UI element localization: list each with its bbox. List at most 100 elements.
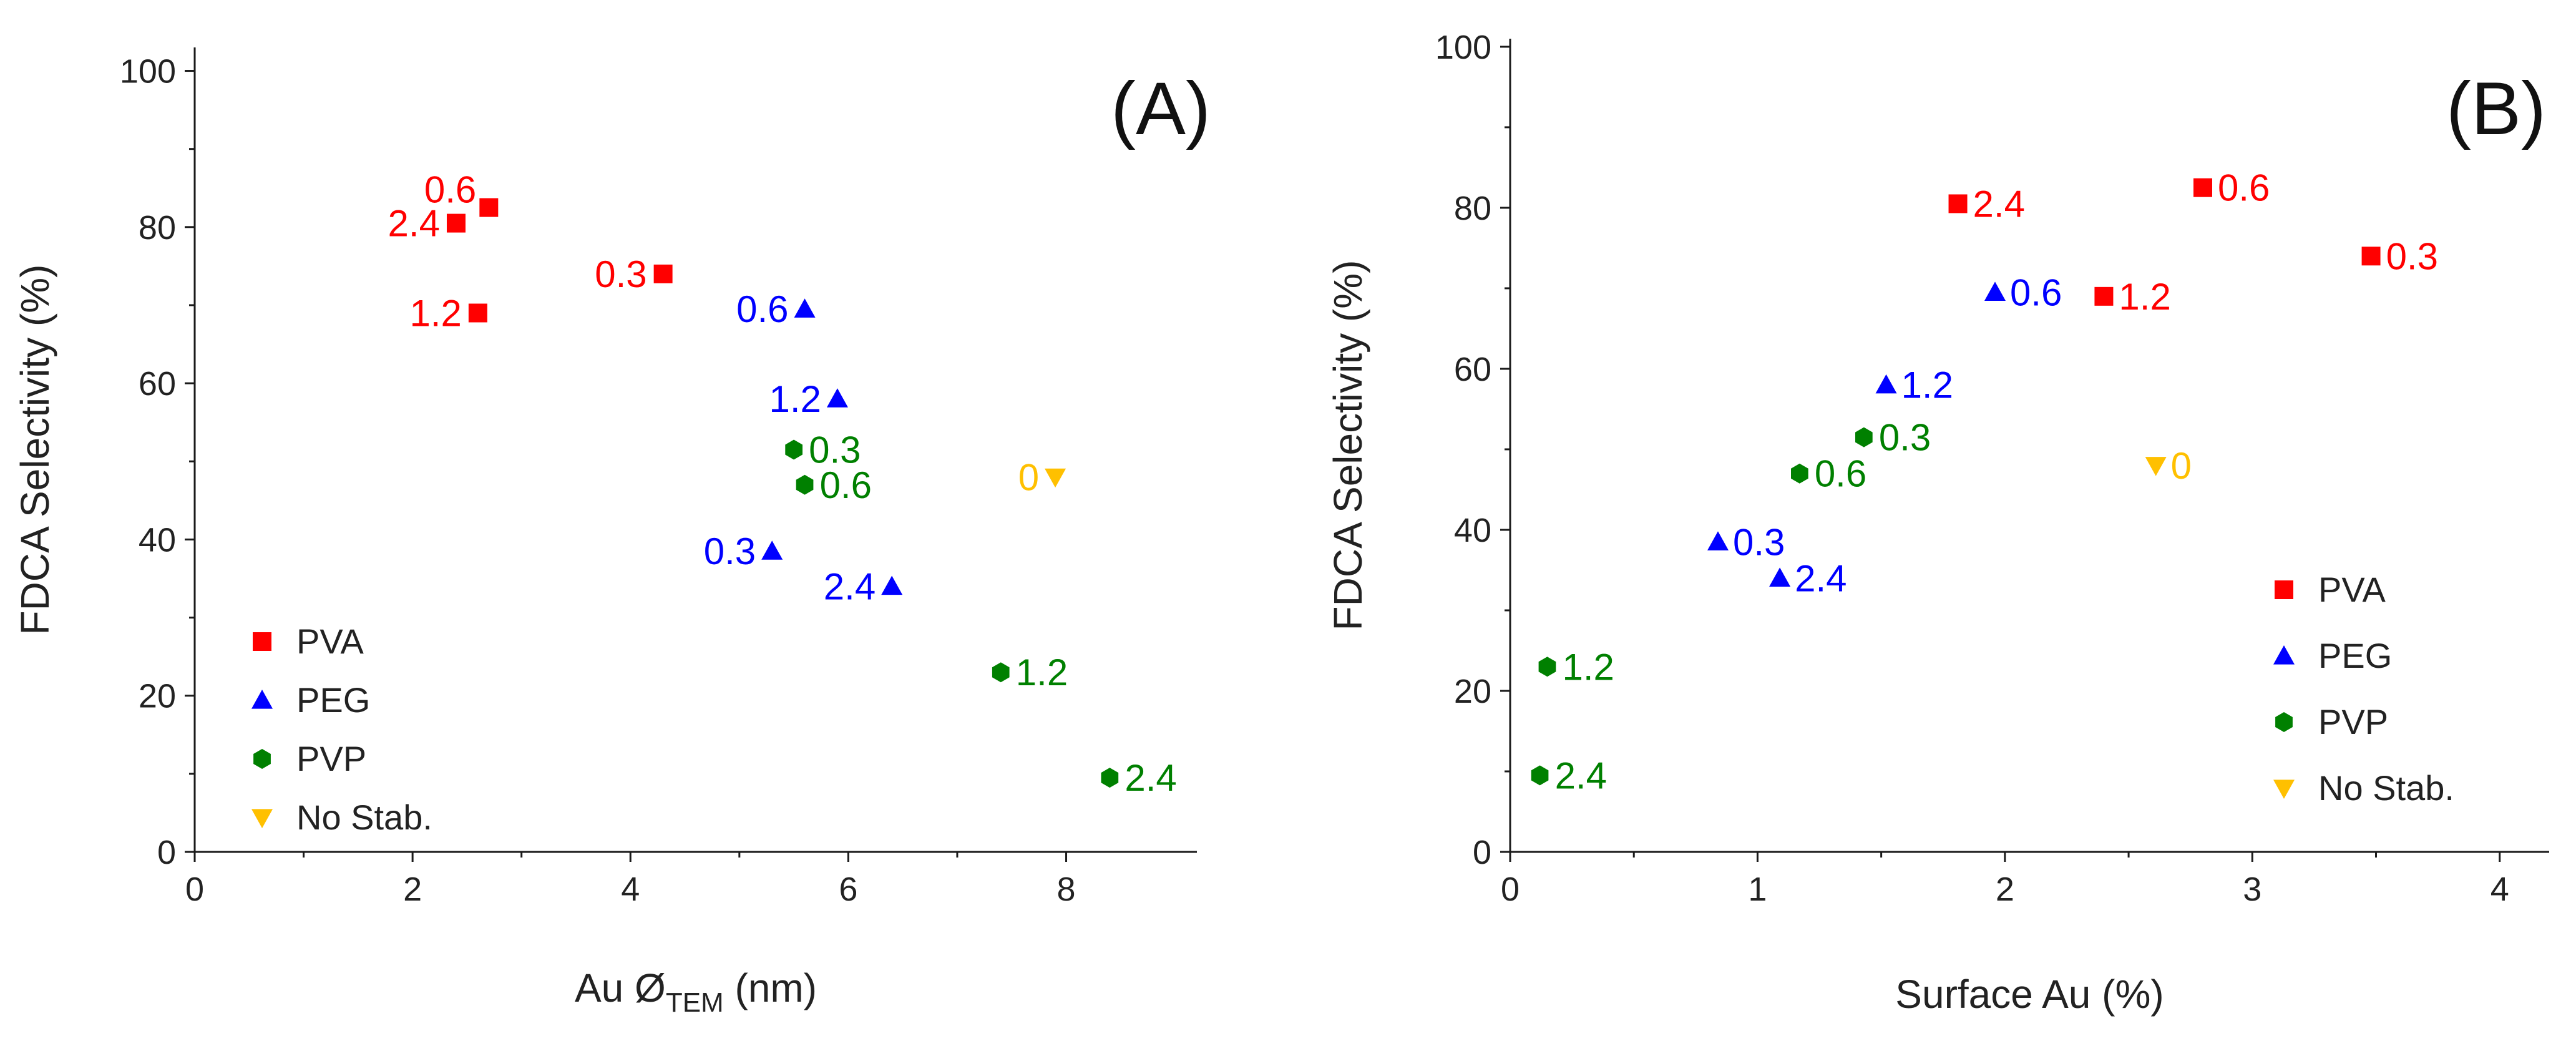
data-label: 2.4 [1973,183,2025,225]
data-point-pvp [1791,463,1808,484]
legend-label: PEG [2318,636,2392,675]
data-label: 1.2 [409,292,461,334]
x-tick-label: 2 [403,871,422,908]
y-tick-label: 60 [1454,351,1491,388]
data-point-peg [761,540,783,560]
data-point-pva [479,198,499,217]
data-label: 1.2 [1562,646,1614,688]
data-point-pvp [1855,427,1873,447]
legend-label: PEG [296,680,370,720]
data-label: 0.3 [2386,235,2438,277]
y-tick-label: 60 [139,365,176,403]
y-tick-label: 80 [1454,190,1491,227]
y-tick-label: 40 [139,521,176,559]
y-tick-label: 0 [157,834,176,871]
y-tick-label: 80 [139,209,176,247]
data-point-no-stab [1045,468,1066,488]
legend-marker-pvp [253,749,271,769]
legend-marker-pvp [2275,712,2293,732]
data-point-peg [1769,567,1791,587]
y-tick-label: 100 [120,53,176,90]
y-tick-label: 0 [1473,834,1491,871]
x-axis-label: Surface Au (%) [1895,972,2164,1017]
data-label: 1.2 [1901,364,1953,406]
x-tick-label: 0 [185,871,204,908]
legend-label: PVP [296,739,366,778]
data-label: 0 [1018,456,1039,498]
data-label: 2.4 [388,203,440,245]
data-point-peg [881,575,903,595]
data-point-pvp [1101,768,1119,788]
legend-marker-no-stab [251,809,273,828]
data-label: 0 [2171,445,2192,487]
data-label: 1.2 [769,378,821,420]
x-axis-label-unit: (nm) [724,965,817,1010]
data-point-pvp [1538,657,1556,677]
data-label: 0.6 [736,288,788,330]
x-tick-label: 0 [1501,871,1520,908]
data-label: 2.4 [1555,755,1607,796]
y-tick-label: 40 [1454,512,1491,549]
data-point-pva [1948,194,1968,213]
legend-label: No Stab. [296,798,432,837]
data-label: 0.3 [1733,521,1785,563]
data-point-peg [1707,531,1729,550]
data-label: 1.2 [1016,652,1068,693]
data-label: 0.3 [595,253,646,295]
data-point-peg [1984,281,2006,301]
legend-label: PVP [2318,702,2388,741]
data-label: 0.3 [1879,417,1931,459]
x-tick-label: 1 [1748,871,1767,908]
data-point-pva [446,213,466,233]
y-axis-label: FDCA Selectivity (%) [12,265,57,635]
data-point-pva [653,264,673,283]
x-axis-label: Au ØTEM (nm) [575,965,817,1018]
x-axis-label-subscript: TEM [666,987,724,1018]
data-point-peg [826,388,848,408]
x-tick-label: 8 [1056,871,1075,908]
legend-marker-no-stab [2273,780,2295,799]
x-axis-label-main: Surface Au (%) [1895,972,2164,1017]
data-point-pvp [796,474,814,495]
y-tick-label: 20 [1454,673,1491,710]
data-label: 0.6 [424,169,476,211]
data-point-pvp [785,439,803,460]
data-point-pvp [992,662,1010,683]
data-point-peg [794,298,816,318]
y-axis-label: FDCA Selectivity (%) [1325,260,1370,631]
x-tick-label: 4 [621,871,640,908]
data-label: 0.3 [809,429,861,471]
data-label: 2.4 [824,566,876,608]
data-point-pvp [1531,765,1549,786]
x-tick-label: 2 [1996,871,2014,908]
data-point-no-stab [2145,457,2167,476]
data-label: 0.6 [2218,167,2270,209]
data-label: 2.4 [1125,757,1176,799]
y-tick-label: 100 [1435,29,1491,66]
x-axis-label-main: Au Ø [575,965,666,1010]
data-label: 1.2 [2119,276,2170,318]
data-label: 0.6 [1815,453,1866,495]
data-point-pva [2361,247,2381,266]
legend-marker-pva [253,632,271,651]
data-label: 0.6 [2010,271,2062,313]
panel-label: (B) [2446,67,2546,150]
data-point-pva [468,303,487,323]
data-label: 0.6 [820,464,872,506]
legend-label: PVA [2318,570,2386,609]
legend-marker-pva [2275,580,2293,599]
legend-marker-peg [251,690,273,709]
data-point-pva [2094,286,2114,306]
x-tick-label: 3 [2243,871,2261,908]
x-tick-label: 4 [2491,871,2509,908]
data-point-peg [1875,374,1897,394]
panel-label: (A) [1111,67,1211,150]
y-tick-label: 20 [139,678,176,715]
legend-label: No Stab. [2318,768,2454,808]
data-label: 2.4 [1795,557,1847,599]
x-tick-label: 6 [839,871,857,908]
legend-label: PVA [296,622,364,661]
data-label: 0.3 [704,530,756,572]
